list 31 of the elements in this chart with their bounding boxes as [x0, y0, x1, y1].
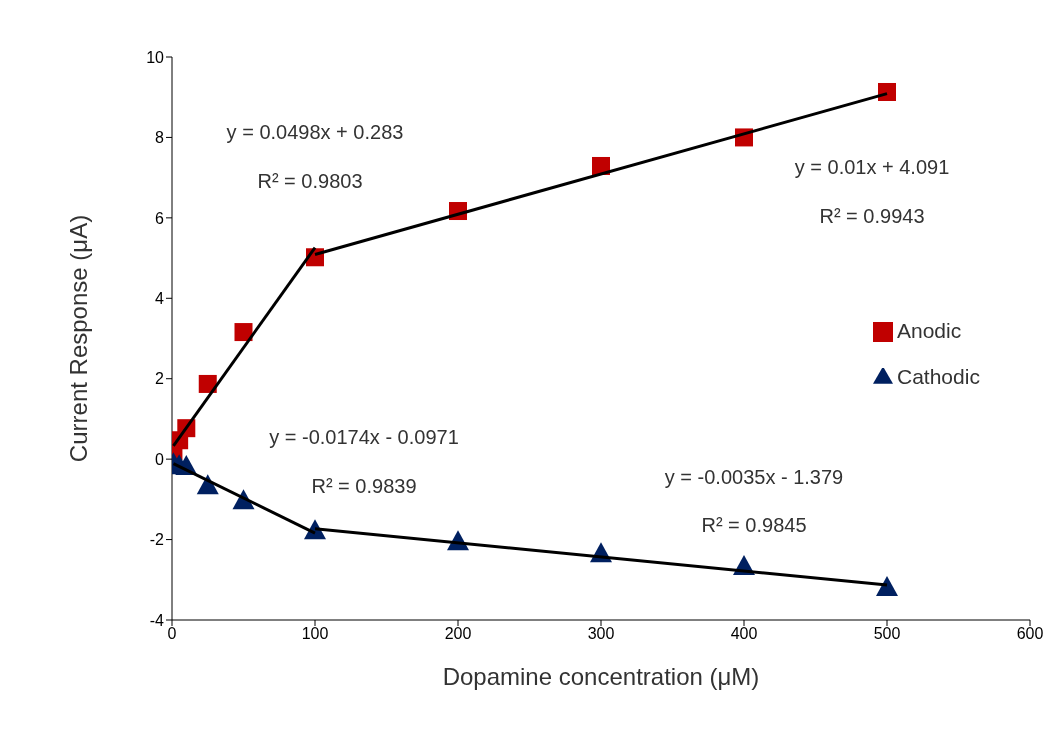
- x-tick-label: 500: [873, 625, 901, 643]
- annotation: R² = 0.9943: [819, 204, 925, 228]
- annotation: y = -0.0174x - 0.0971: [269, 425, 459, 449]
- x-tick-label: 0: [167, 625, 177, 643]
- point: [198, 374, 217, 393]
- y-tick-label: 6: [155, 209, 165, 227]
- annotation: R² = 0.9845: [701, 513, 807, 537]
- annotation: y = 0.01x + 4.091: [794, 155, 950, 179]
- y-tick-label: 8: [155, 129, 165, 147]
- point: [234, 323, 253, 342]
- y-tick-label: -4: [149, 611, 165, 629]
- y-axis-title: Current Response (μA): [64, 214, 92, 463]
- y-tick-label: -2: [149, 531, 165, 549]
- annotation: R² = 0.9803: [257, 169, 363, 193]
- x-axis-title: Dopamine concentration (μM): [442, 663, 760, 691]
- y-tick-label: 4: [155, 289, 165, 307]
- x-tick-label: 200: [444, 625, 472, 643]
- point: [876, 576, 898, 597]
- legend-label: Cathodic: [897, 365, 980, 388]
- legend-label: Anodic: [897, 319, 962, 342]
- annotation: R² = 0.9839: [311, 474, 417, 498]
- x-tick-label: 300: [587, 625, 615, 643]
- x-tick-label: 600: [1016, 625, 1044, 643]
- annotation: y = 0.0498x + 0.283: [226, 120, 404, 144]
- y-tick-label: 2: [155, 370, 165, 388]
- y-tick-label: 10: [146, 48, 165, 66]
- x-tick-label: 400: [730, 625, 758, 643]
- x-tick-label: 100: [301, 625, 329, 643]
- annotation: y = -0.0035x - 1.379: [664, 465, 844, 489]
- y-tick-label: 0: [155, 450, 165, 468]
- point: [878, 82, 896, 101]
